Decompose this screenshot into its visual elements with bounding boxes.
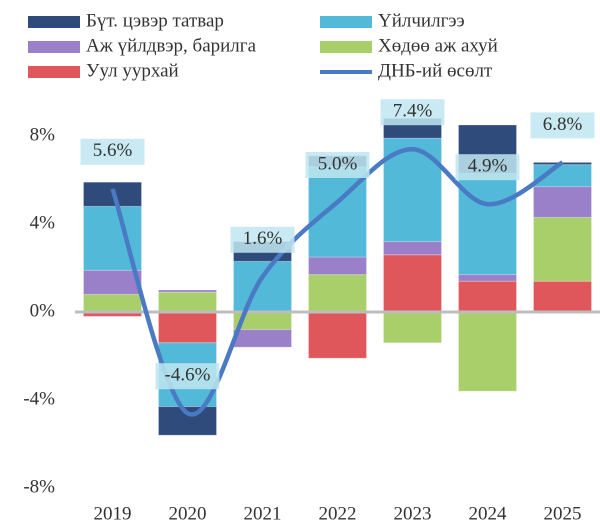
- bar-segment: [383, 311, 442, 344]
- data-label: 5.0%: [318, 153, 358, 174]
- bar-segment: [158, 291, 217, 313]
- y-tick-label: -4%: [23, 388, 55, 409]
- data-label-bg: [380, 99, 445, 126]
- y-tick-label: -8%: [23, 476, 55, 497]
- bar-segment: [458, 274, 517, 282]
- bar-segment: [308, 311, 367, 359]
- bar-segment: [233, 260, 292, 313]
- legend-swatch: [320, 16, 372, 28]
- bar-segment: [308, 274, 367, 313]
- bar-segment: [158, 311, 217, 344]
- data-label-bg: [155, 363, 220, 390]
- data-label: -4.6%: [165, 365, 211, 386]
- bar-segment: [533, 216, 592, 282]
- bar-segment: [458, 311, 517, 392]
- data-label-bg: [80, 138, 145, 165]
- legend-label: Уул уурхай: [86, 60, 179, 81]
- growth-line: [110, 146, 564, 417]
- data-label-bg: [230, 226, 295, 253]
- data-label: 7.4%: [393, 101, 433, 122]
- x-tick-label: 2024: [469, 503, 508, 524]
- bar-segment: [383, 254, 442, 313]
- legend-swatch: [28, 16, 80, 28]
- data-label-bg: [530, 112, 595, 139]
- bar-segment: [83, 269, 142, 295]
- data-label-bg: [455, 154, 520, 181]
- bar-segment: [533, 280, 592, 313]
- legend-label: Хөдөө аж ахуй: [378, 35, 498, 56]
- legend-swatch: [320, 41, 372, 53]
- x-tick-label: 2019: [94, 503, 132, 524]
- data-label: 4.9%: [468, 156, 508, 177]
- legend-label: Бүт. цэвэр татвар: [86, 10, 224, 31]
- legend-swatch: [28, 66, 80, 78]
- data-label: 6.8%: [543, 114, 583, 135]
- bar-segment: [383, 241, 442, 256]
- data-label: 5.6%: [93, 140, 133, 161]
- legend-swatch: [28, 41, 80, 53]
- bar-segment: [158, 289, 217, 293]
- bar-segment: [458, 172, 517, 276]
- x-tick-label: 2023: [394, 503, 432, 524]
- x-tick-label: 2020: [169, 503, 207, 524]
- bar-segment: [308, 256, 367, 276]
- legend-label: ДНБ-ий өсөлт: [378, 60, 493, 81]
- data-label-bg: [305, 152, 370, 178]
- y-tick-label: 0%: [30, 300, 56, 321]
- bar-segment: [83, 293, 142, 313]
- legend-label: Үйлчилгээ: [378, 10, 465, 31]
- data-label: 1.6%: [243, 228, 283, 249]
- x-tick-label: 2025: [544, 503, 582, 524]
- y-tick-label: 8%: [30, 124, 56, 145]
- legend-label: Аж үйлдвэр, барилга: [86, 35, 257, 56]
- y-tick-label: 4%: [30, 212, 56, 233]
- x-tick-label: 2022: [319, 503, 357, 524]
- x-tick-label: 2021: [244, 503, 282, 524]
- bar-segment: [233, 329, 292, 348]
- bar-segment: [533, 186, 592, 218]
- bar-segment: [458, 280, 517, 313]
